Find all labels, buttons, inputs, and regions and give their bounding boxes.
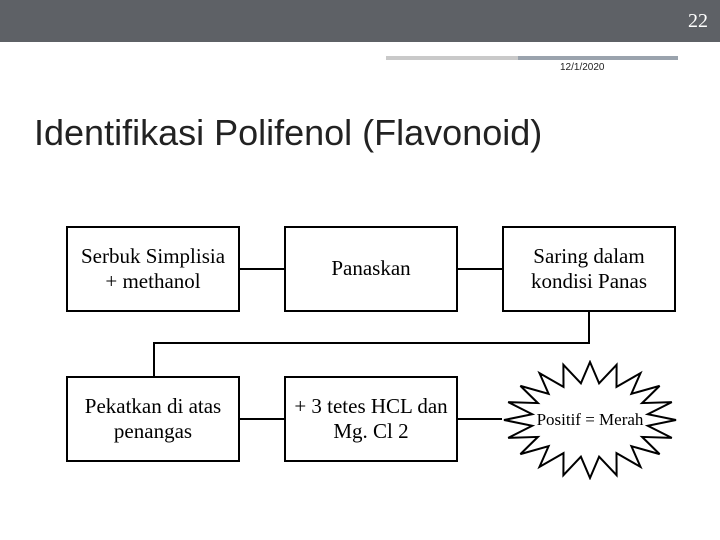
accent-line-segment	[518, 56, 678, 60]
connector	[240, 418, 284, 420]
flow-step-1: Serbuk Simplisia + methanol	[66, 226, 240, 312]
result-starburst: Positif = Merah	[502, 360, 678, 480]
flow-step-3: Saring dalam kondisi Panas	[502, 226, 676, 312]
flow-step-5: + 3 tetes HCL dan Mg. Cl 2	[284, 376, 458, 462]
accent-line-segment	[386, 56, 518, 60]
connector	[240, 268, 284, 270]
connector	[458, 418, 502, 420]
flow-step-2: Panaskan	[284, 226, 458, 312]
connector	[588, 312, 590, 342]
header-bar	[0, 0, 720, 42]
slide-date: 12/1/2020	[560, 62, 605, 73]
connector	[458, 268, 502, 270]
page-number: 22	[676, 0, 720, 42]
connector	[153, 342, 155, 376]
flow-step-4: Pekatkan di atas penangas	[66, 376, 240, 462]
header-segment	[0, 0, 460, 42]
result-label: Positif = Merah	[537, 410, 644, 430]
slide-title: Identifikasi Polifenol (Flavonoid)	[34, 112, 542, 154]
slide: 22 12/1/2020 Identifikasi Polifenol (Fla…	[0, 0, 720, 540]
connector	[153, 342, 590, 344]
